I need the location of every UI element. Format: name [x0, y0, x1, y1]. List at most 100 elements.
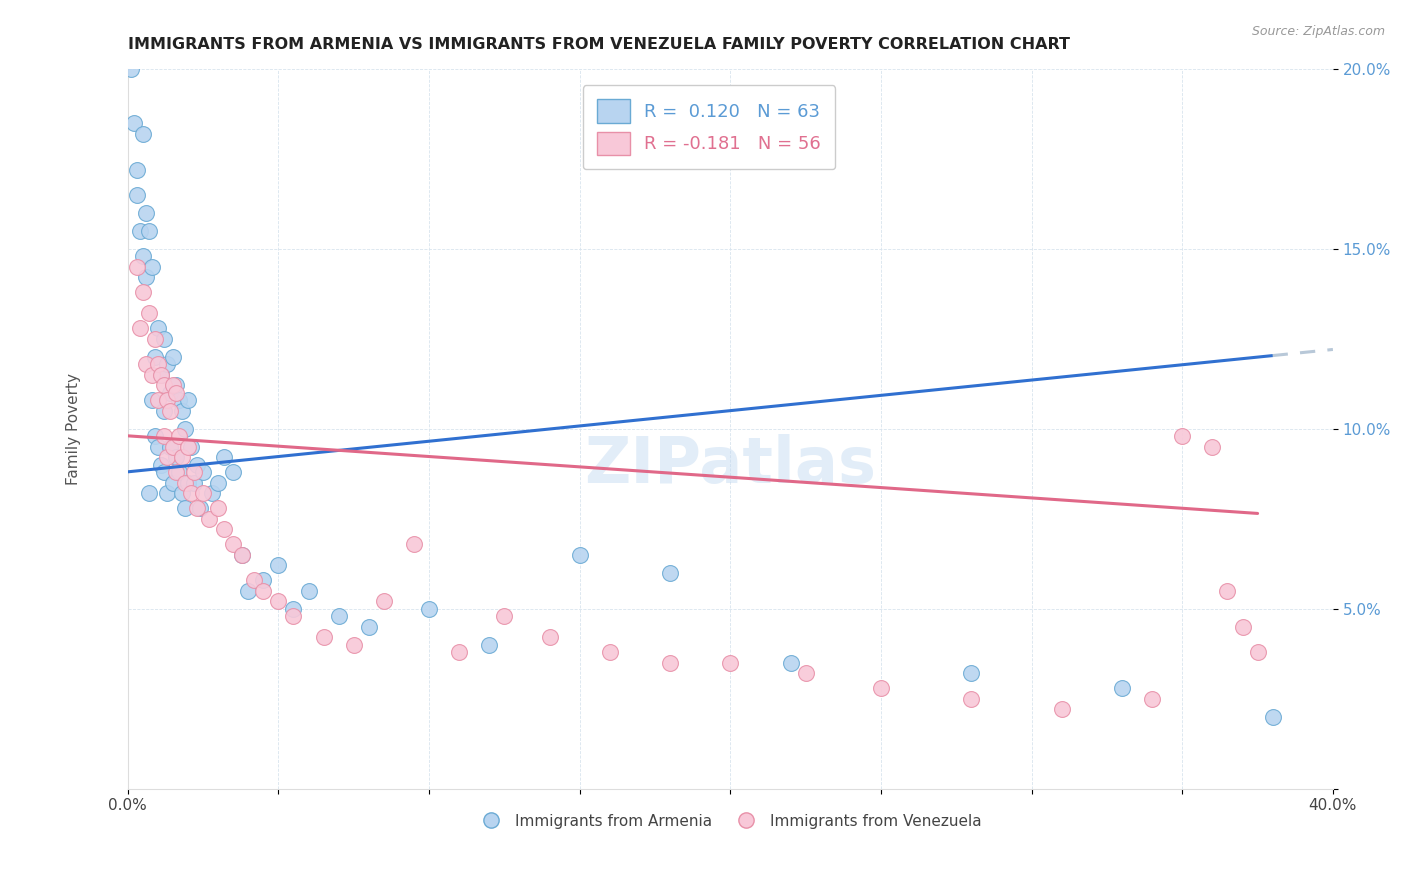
- Point: [165, 465, 187, 479]
- Point: [156, 486, 179, 500]
- Point: [222, 465, 245, 479]
- Point: [135, 357, 157, 371]
- Point: [188, 500, 211, 515]
- Point: [125, 260, 148, 274]
- Point: [149, 368, 172, 382]
- Point: [180, 486, 202, 500]
- Point: [167, 465, 190, 479]
- Point: [198, 511, 221, 525]
- Point: [156, 392, 179, 407]
- Point: [212, 523, 235, 537]
- Point: [283, 608, 305, 623]
- Point: [141, 260, 163, 274]
- Point: [418, 601, 440, 615]
- Point: [207, 475, 229, 490]
- Point: [191, 465, 214, 479]
- Point: [243, 573, 266, 587]
- Point: [156, 450, 179, 465]
- Text: Source: ZipAtlas.com: Source: ZipAtlas.com: [1251, 25, 1385, 38]
- Point: [357, 619, 380, 633]
- Point: [183, 465, 205, 479]
- Point: [122, 116, 145, 130]
- Point: [174, 475, 197, 490]
- Point: [373, 594, 395, 608]
- Point: [538, 631, 561, 645]
- Point: [153, 429, 176, 443]
- Point: [1201, 440, 1223, 454]
- Point: [120, 62, 142, 76]
- Point: [478, 638, 501, 652]
- Point: [143, 350, 166, 364]
- Point: [402, 537, 425, 551]
- Point: [186, 458, 208, 472]
- Point: [186, 500, 208, 515]
- Point: [297, 583, 319, 598]
- Point: [165, 378, 187, 392]
- Point: [138, 306, 160, 320]
- Point: [222, 537, 245, 551]
- Point: [212, 450, 235, 465]
- Point: [128, 321, 150, 335]
- Point: [343, 638, 366, 652]
- Point: [125, 187, 148, 202]
- Point: [1111, 681, 1133, 695]
- Point: [1216, 583, 1239, 598]
- Point: [177, 475, 200, 490]
- Point: [191, 486, 214, 500]
- Text: Family Poverty: Family Poverty: [66, 373, 82, 484]
- Point: [170, 450, 193, 465]
- Point: [159, 403, 181, 417]
- Point: [135, 270, 157, 285]
- Point: [153, 378, 176, 392]
- Point: [132, 127, 155, 141]
- Point: [718, 656, 741, 670]
- Point: [162, 440, 184, 454]
- Point: [568, 548, 591, 562]
- Point: [328, 608, 350, 623]
- Point: [312, 631, 335, 645]
- Point: [180, 440, 202, 454]
- Point: [1261, 709, 1284, 723]
- Point: [146, 357, 169, 371]
- Point: [1050, 702, 1073, 716]
- Point: [170, 486, 193, 500]
- Point: [167, 429, 190, 443]
- Point: [149, 458, 172, 472]
- Point: [146, 440, 169, 454]
- Point: [659, 656, 682, 670]
- Point: [177, 392, 200, 407]
- Point: [1171, 429, 1194, 443]
- Point: [146, 321, 169, 335]
- Point: [165, 385, 187, 400]
- Point: [162, 350, 184, 364]
- Point: [132, 249, 155, 263]
- Point: [449, 645, 471, 659]
- Point: [153, 332, 176, 346]
- Point: [162, 475, 184, 490]
- Point: [1232, 619, 1254, 633]
- Point: [159, 440, 181, 454]
- Point: [252, 573, 274, 587]
- Point: [162, 378, 184, 392]
- Point: [238, 583, 260, 598]
- Legend: Immigrants from Armenia, Immigrants from Venezuela: Immigrants from Armenia, Immigrants from…: [474, 807, 987, 835]
- Point: [231, 548, 253, 562]
- Point: [1140, 691, 1163, 706]
- Point: [267, 558, 290, 573]
- Point: [1246, 645, 1268, 659]
- Point: [141, 392, 163, 407]
- Point: [153, 465, 176, 479]
- Point: [138, 224, 160, 238]
- Point: [794, 666, 817, 681]
- Point: [128, 224, 150, 238]
- Point: [153, 403, 176, 417]
- Point: [165, 450, 187, 465]
- Point: [146, 392, 169, 407]
- Point: [659, 566, 682, 580]
- Point: [141, 368, 163, 382]
- Point: [267, 594, 290, 608]
- Point: [231, 548, 253, 562]
- Point: [159, 385, 181, 400]
- Point: [252, 583, 274, 598]
- Point: [870, 681, 893, 695]
